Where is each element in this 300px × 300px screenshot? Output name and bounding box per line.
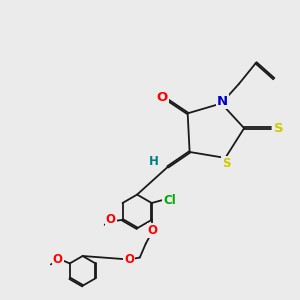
Text: O: O — [156, 91, 167, 104]
Text: S: S — [222, 158, 230, 170]
Text: Cl: Cl — [163, 194, 176, 206]
Text: O: O — [124, 253, 134, 266]
Text: O: O — [148, 224, 158, 237]
Text: H: H — [149, 155, 159, 168]
Text: O: O — [53, 253, 63, 266]
Text: S: S — [274, 122, 284, 135]
Text: N: N — [217, 95, 228, 108]
Text: O: O — [106, 213, 116, 226]
